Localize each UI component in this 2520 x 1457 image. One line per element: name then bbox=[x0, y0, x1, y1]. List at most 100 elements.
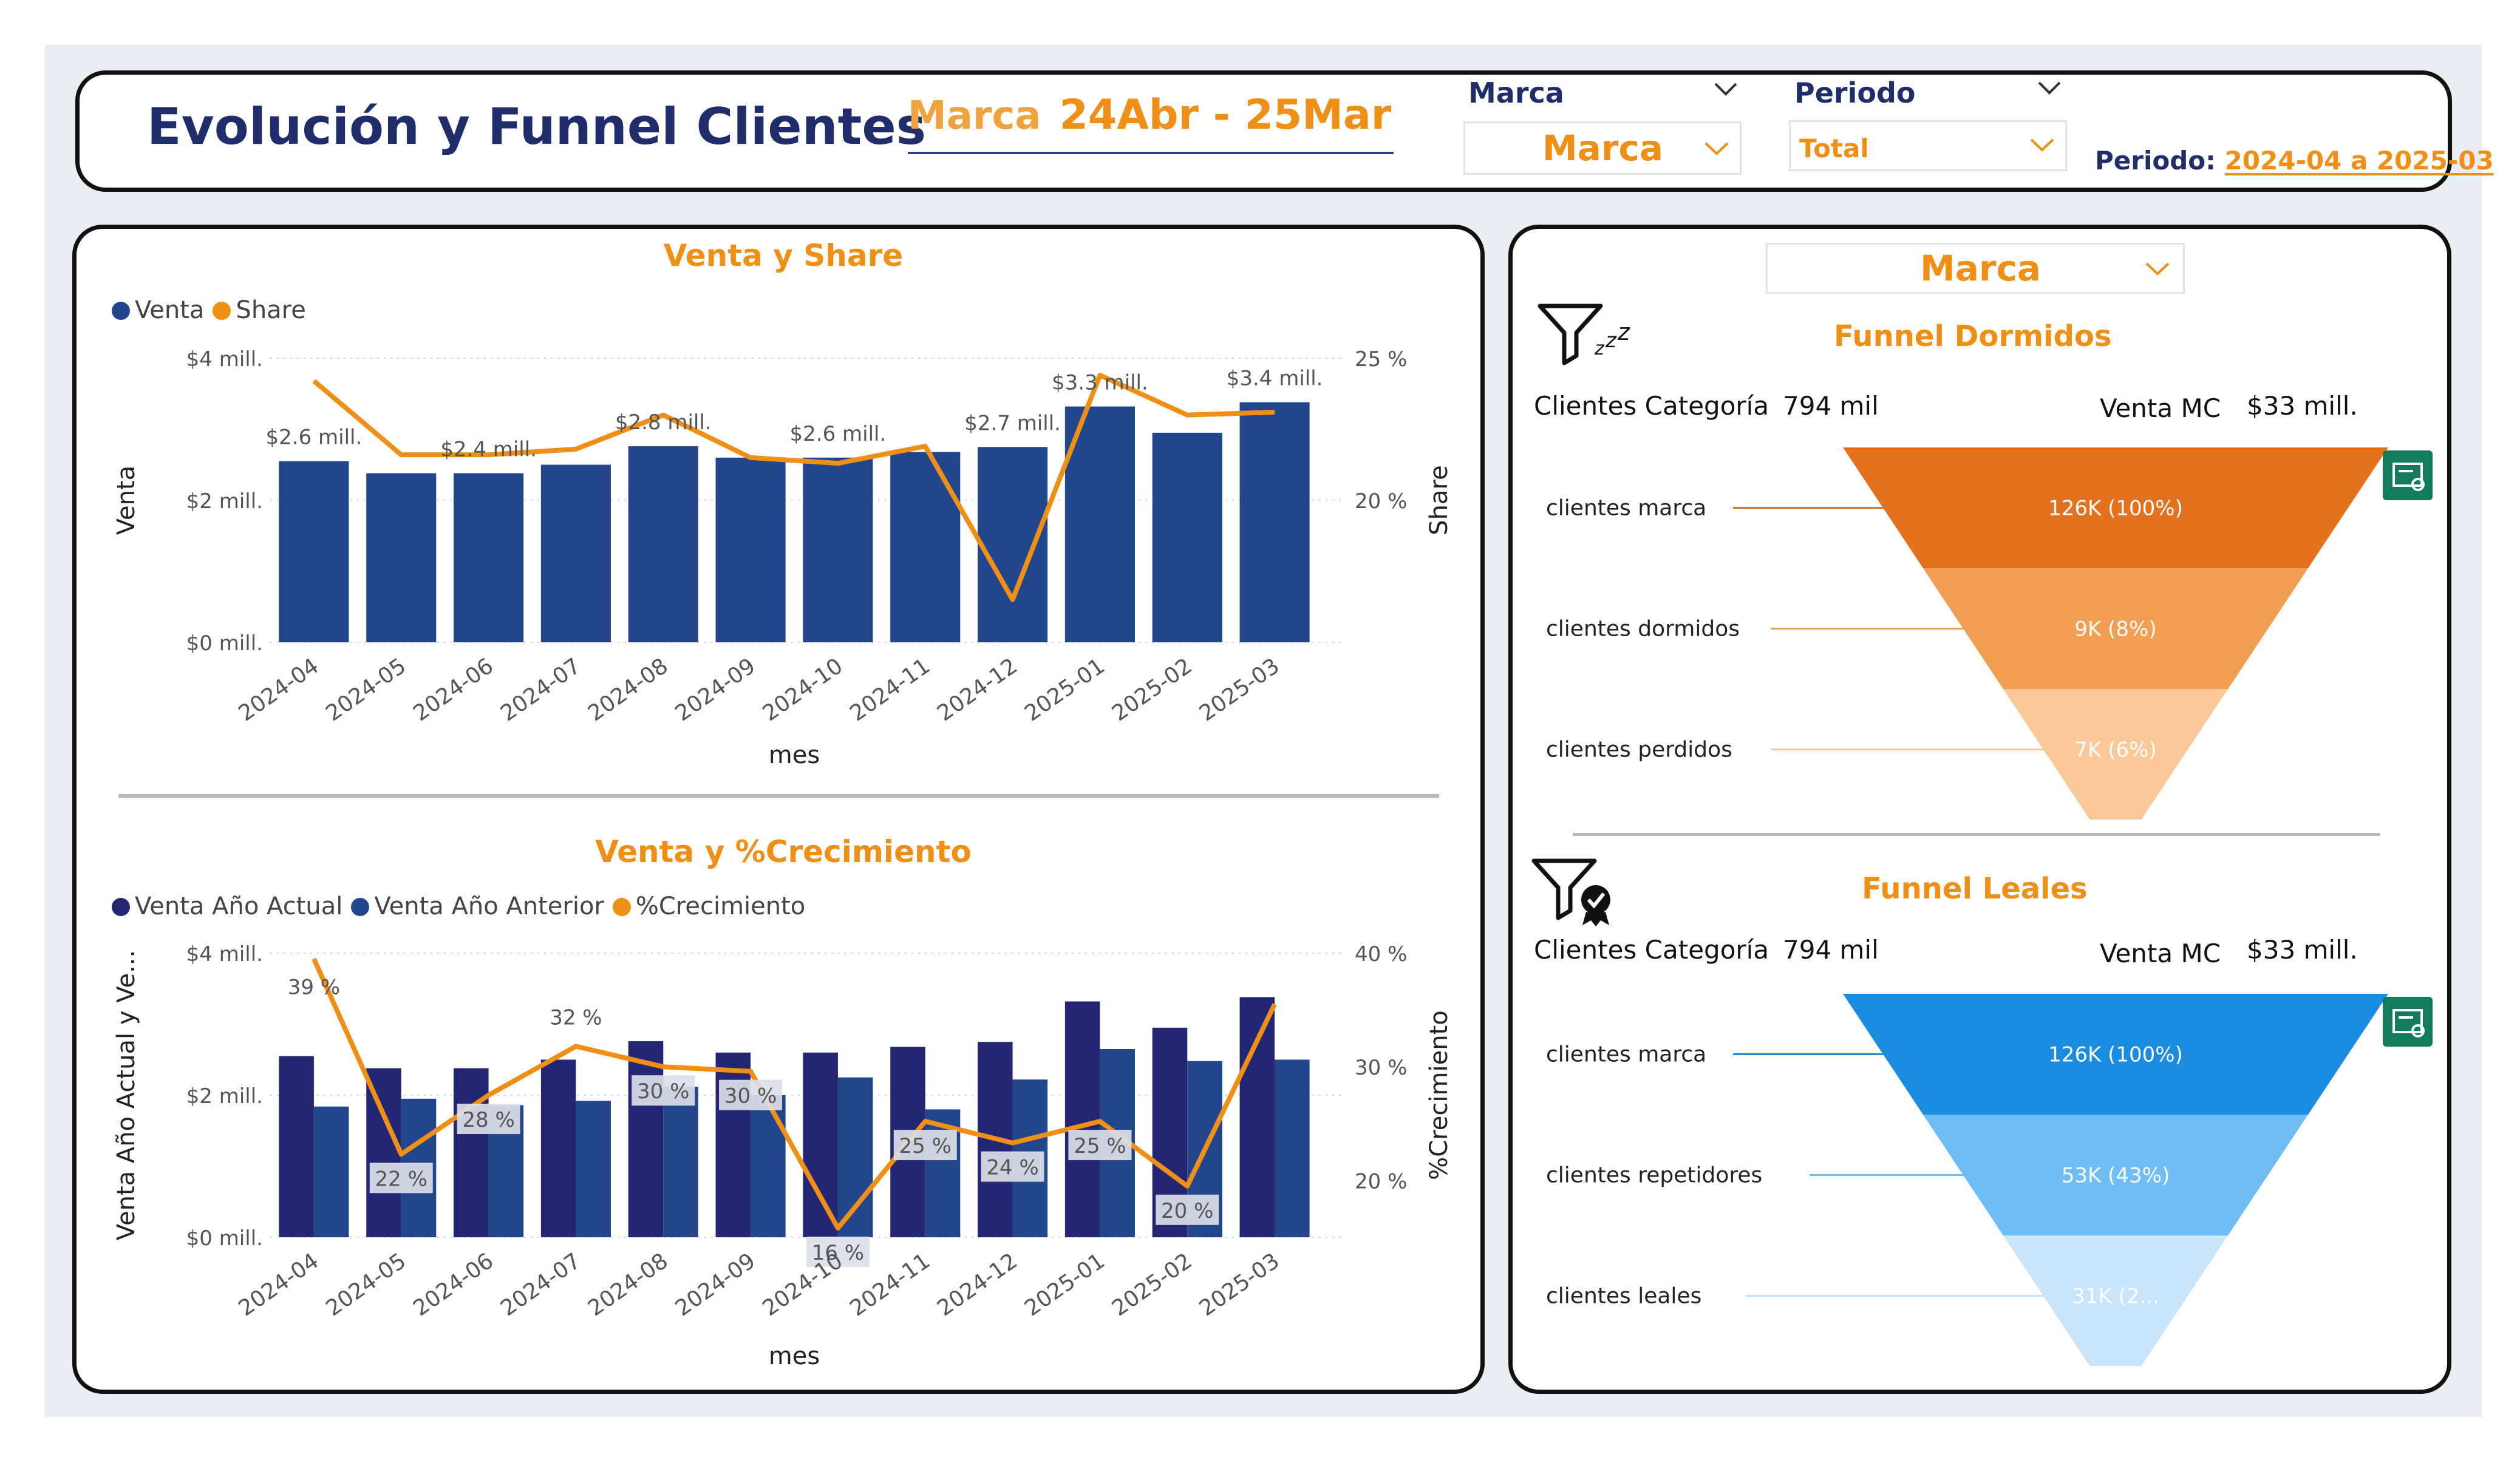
data-label: 25 % bbox=[1074, 1134, 1126, 1158]
data-label: $2.7 mill. bbox=[964, 411, 1061, 435]
bar-venta bbox=[1064, 406, 1135, 642]
funnel-dormidos-chart[interactable]: 126K (100%) clientes marca 9K (8%) clientes… bbox=[1508, 437, 2451, 820]
legend-item-venta[interactable]: Venta bbox=[112, 296, 204, 324]
funnel-divider bbox=[1573, 833, 2380, 836]
bar-venta-a-o-actual bbox=[454, 1068, 489, 1237]
funnel-segment bbox=[1843, 447, 2388, 568]
y2-tick-label: 20 % bbox=[1355, 1169, 1407, 1194]
funnel-segment-value: 53K (43%) bbox=[2062, 1164, 2170, 1188]
bar-venta-a-o-anterior bbox=[663, 1086, 698, 1237]
bar-venta bbox=[1152, 432, 1222, 642]
x-tick-label: 2025-02 bbox=[1108, 654, 1197, 727]
export-report-icon-badge bbox=[2411, 478, 2425, 491]
data-label: 28 % bbox=[462, 1108, 514, 1132]
y-axis-title: Venta bbox=[112, 466, 140, 535]
slicer-marca-dropdown[interactable] bbox=[1463, 121, 1742, 175]
funnel1-title: Funnel Dormidos bbox=[1834, 319, 2112, 353]
chart-venta-crecimiento[interactable]: $0 mill. $2 mill. $4 mill. 20 % 30 % 40 % 39 %… bbox=[72, 911, 1485, 1384]
funnel-stage-label: clientes dormidos bbox=[1546, 617, 1740, 642]
funnel-check-icon bbox=[1531, 858, 1610, 926]
chart-divider bbox=[118, 794, 1439, 798]
page-title: Evolución y Funnel Clientes bbox=[147, 97, 927, 156]
chevron-down-icon bbox=[1704, 142, 1729, 155]
x-tick-label: 2024-05 bbox=[322, 654, 411, 727]
funnel-stage-label: clientes marca bbox=[1546, 496, 1706, 521]
data-label-bg bbox=[719, 1079, 783, 1110]
bar-venta-a-o-actual bbox=[1064, 1001, 1100, 1237]
funnel-stage-label: clientes perdidos bbox=[1546, 738, 1732, 762]
bar-venta bbox=[279, 461, 349, 642]
bar-venta-a-o-anterior bbox=[837, 1077, 873, 1237]
legend-item-crecimiento[interactable]: %Crecimiento bbox=[612, 892, 805, 920]
x-tick-label: 2024-11 bbox=[846, 654, 935, 727]
funnel2-kpi-clients-label: Clientes Categoría bbox=[1534, 935, 1769, 965]
bar-venta bbox=[454, 473, 524, 642]
period-indicator: Periodo: 2024-04 a 2025-03 bbox=[2095, 146, 2494, 175]
subtitle: Marca 24Abr - 25Mar bbox=[908, 91, 1394, 154]
data-label-bg bbox=[457, 1104, 520, 1134]
legend-item-venta-actual[interactable]: Venta Año Actual bbox=[112, 892, 342, 920]
funnel-brand-value: Marca bbox=[1920, 248, 2041, 289]
y2-tick-label: 40 % bbox=[1355, 942, 1407, 966]
x-tick-label: 2024-09 bbox=[671, 1249, 760, 1322]
funnel2-kpi-sales-value: $33 mill. bbox=[2247, 935, 2358, 965]
data-label: $2.4 mill. bbox=[440, 438, 537, 462]
bar-venta-a-o-actual bbox=[628, 1041, 664, 1237]
y-tick-label: $4 mill. bbox=[186, 942, 263, 966]
bar-venta bbox=[366, 473, 437, 642]
data-label: 32 % bbox=[550, 1006, 602, 1030]
x-tick-label: 2024-08 bbox=[584, 654, 673, 727]
x-tick-label: 2024-12 bbox=[933, 654, 1022, 727]
x-tick-label: 2024-12 bbox=[933, 1249, 1022, 1322]
data-label-bg bbox=[893, 1130, 957, 1161]
x-axis-title: mes bbox=[769, 1342, 820, 1370]
x-tick-label: 2024-06 bbox=[409, 1249, 498, 1322]
x-tick-label: 2024-09 bbox=[671, 654, 760, 727]
data-label-bg bbox=[806, 1237, 870, 1268]
bar-venta bbox=[890, 452, 961, 642]
bar-venta-a-o-anterior bbox=[751, 1095, 786, 1237]
funnel-segment bbox=[2003, 1235, 2229, 1366]
legend-item-share[interactable]: Share bbox=[213, 296, 306, 324]
svg-text:z: z bbox=[1594, 338, 1605, 359]
funnel-stage-label: clientes leales bbox=[1546, 1284, 1701, 1309]
bar-venta-a-o-actual bbox=[366, 1068, 401, 1237]
funnel-segment bbox=[1843, 994, 2388, 1115]
x-tick-label: 2024-10 bbox=[758, 654, 848, 727]
data-label-bg bbox=[981, 1151, 1044, 1182]
slicer-periodo-dropdown[interactable] bbox=[1789, 120, 2067, 171]
chart-venta-share[interactable]: $0 mill. $2 mill. $4 mill. 20 % 25 % $2.6 mil… bbox=[72, 316, 1485, 783]
funnel2-kpi-clients-value: 794 mil bbox=[1783, 935, 1879, 965]
svg-text:z: z bbox=[1617, 319, 1630, 345]
chevron-down-icon bbox=[2145, 262, 2170, 276]
data-label-bg bbox=[369, 1163, 433, 1194]
funnel-segment-value: 126K (100%) bbox=[2048, 1043, 2183, 1067]
funnel-segment bbox=[2003, 689, 2229, 820]
chevron-down-icon[interactable] bbox=[2037, 80, 2062, 96]
legend-item-venta-anterior[interactable]: Venta Año Anterior bbox=[351, 892, 604, 920]
bar-venta bbox=[803, 457, 873, 642]
bar-venta bbox=[628, 446, 698, 642]
x-tick-label: 2024-08 bbox=[584, 1249, 673, 1322]
y-tick-label: $0 mill. bbox=[186, 631, 263, 656]
y2-tick-label: 30 % bbox=[1355, 1056, 1407, 1080]
chart2-legend: Venta Año Actual Venta Año Anterior %Creci… bbox=[112, 892, 814, 920]
slicer-periodo-value: Total bbox=[1799, 134, 1869, 163]
bar-venta bbox=[540, 464, 611, 642]
x-tick-label: 2025-02 bbox=[1108, 1249, 1197, 1322]
funnel1-kpi-sales-value: $33 mill. bbox=[2247, 391, 2358, 421]
chart1-title: Venta y Share bbox=[663, 238, 904, 273]
funnel-sleep-icon: z z z bbox=[1538, 304, 1630, 365]
data-label: $2.6 mill. bbox=[790, 422, 887, 446]
svg-text:z: z bbox=[1605, 328, 1617, 353]
funnel-brand-dropdown[interactable] bbox=[1766, 243, 2185, 294]
y2-axis-title: Share bbox=[1425, 465, 1453, 535]
x-tick-label: 2024-10 bbox=[758, 1249, 848, 1322]
chevron-down-icon[interactable] bbox=[1714, 81, 1738, 97]
export-report-icon-badge bbox=[2411, 1024, 2425, 1038]
y2-axis-title: %Crecimiento bbox=[1425, 1010, 1453, 1180]
funnel-segment bbox=[1922, 568, 2309, 689]
data-label-bg bbox=[1156, 1194, 1219, 1225]
slicer-periodo-label: Periodo bbox=[1794, 76, 1916, 109]
funnel-leales-chart[interactable]: 126K (100%) clientes marca 53K (43%) client… bbox=[1508, 983, 2451, 1366]
